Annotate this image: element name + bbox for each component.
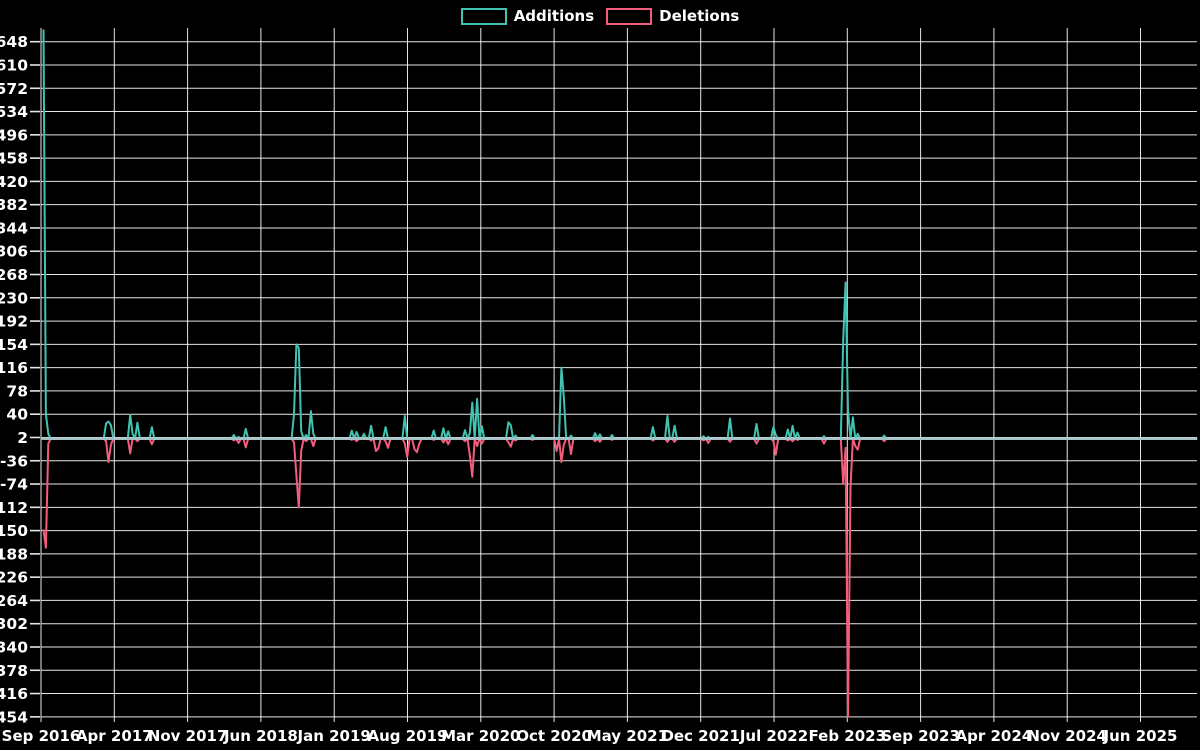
y-tick-label: -112 bbox=[0, 499, 28, 517]
x-tick-label: Jan 2019 bbox=[297, 727, 371, 745]
y-tick-label: 78 bbox=[6, 382, 28, 400]
y-tick-label: -454 bbox=[0, 708, 28, 726]
additions-line bbox=[42, 29, 1198, 440]
x-tick-label: Feb 2023 bbox=[809, 727, 887, 745]
y-tick-label: 420 bbox=[0, 173, 28, 191]
y-tick-label: 306 bbox=[0, 243, 28, 261]
y-tick-label: 496 bbox=[0, 126, 28, 144]
y-tick-label: 648 bbox=[0, 33, 28, 51]
y-tick-label: -74 bbox=[0, 476, 28, 494]
y-tick-label: 534 bbox=[0, 103, 28, 121]
y-tick-label: 154 bbox=[0, 336, 28, 354]
y-tick-label: -340 bbox=[0, 638, 28, 656]
legend-label-deletions: Deletions bbox=[659, 7, 740, 25]
y-tick-label: 2 bbox=[17, 429, 28, 447]
x-tick-label: Nov 2024 bbox=[1027, 727, 1107, 745]
x-tick-label: Jun 2018 bbox=[223, 727, 298, 745]
y-tick-label: -416 bbox=[0, 685, 28, 703]
y-tick-label: -264 bbox=[0, 592, 28, 610]
legend-item-deletions[interactable]: Deletions bbox=[606, 7, 739, 25]
y-tick-label: 268 bbox=[0, 266, 28, 284]
y-tick-label: 458 bbox=[0, 150, 28, 168]
x-tick-label: Sep 2023 bbox=[881, 727, 960, 745]
x-tick-label: May 2021 bbox=[587, 727, 668, 745]
y-tick-label: 230 bbox=[0, 289, 28, 307]
additions-swatch-icon bbox=[460, 7, 507, 25]
x-tick-label: Dec 2021 bbox=[661, 727, 740, 745]
x-tick-label: Mar 2020 bbox=[441, 727, 520, 745]
x-tick-label: Sep 2016 bbox=[2, 727, 81, 745]
legend-label-additions: Additions bbox=[513, 7, 595, 25]
y-tick-label: 610 bbox=[0, 56, 28, 74]
y-tick-label: -302 bbox=[0, 615, 28, 633]
deletions-line bbox=[42, 437, 1198, 718]
y-tick-label: -36 bbox=[0, 452, 28, 470]
y-tick-label: 572 bbox=[0, 80, 28, 98]
y-tick-label: 192 bbox=[0, 313, 28, 331]
x-tick-label: Nov 2017 bbox=[148, 727, 228, 745]
grid-lines bbox=[30, 28, 1197, 722]
y-tick-label: -188 bbox=[0, 545, 28, 563]
deletions-swatch-icon bbox=[606, 7, 653, 25]
y-tick-label: -378 bbox=[0, 662, 28, 680]
y-tick-label: 40 bbox=[6, 406, 28, 424]
chart-legend: Additions Deletions bbox=[0, 7, 1200, 25]
y-tick-label: -226 bbox=[0, 569, 28, 587]
x-tick-label: Oct 2020 bbox=[516, 727, 592, 745]
y-tick-label: 344 bbox=[0, 219, 28, 237]
x-tick-label: Aug 2019 bbox=[368, 727, 448, 745]
legend-item-additions[interactable]: Additions bbox=[460, 7, 595, 25]
x-tick-label: Jun 2025 bbox=[1103, 727, 1178, 745]
x-tick-label: Jul 2022 bbox=[739, 727, 808, 745]
x-tick-label: Apr 2017 bbox=[76, 727, 153, 745]
y-tick-label: 382 bbox=[0, 196, 28, 214]
x-tick-label: Apr 2024 bbox=[956, 727, 1033, 745]
y-tick-label: 116 bbox=[0, 359, 28, 377]
y-tick-label: -150 bbox=[0, 522, 28, 540]
series-group bbox=[42, 29, 1198, 718]
